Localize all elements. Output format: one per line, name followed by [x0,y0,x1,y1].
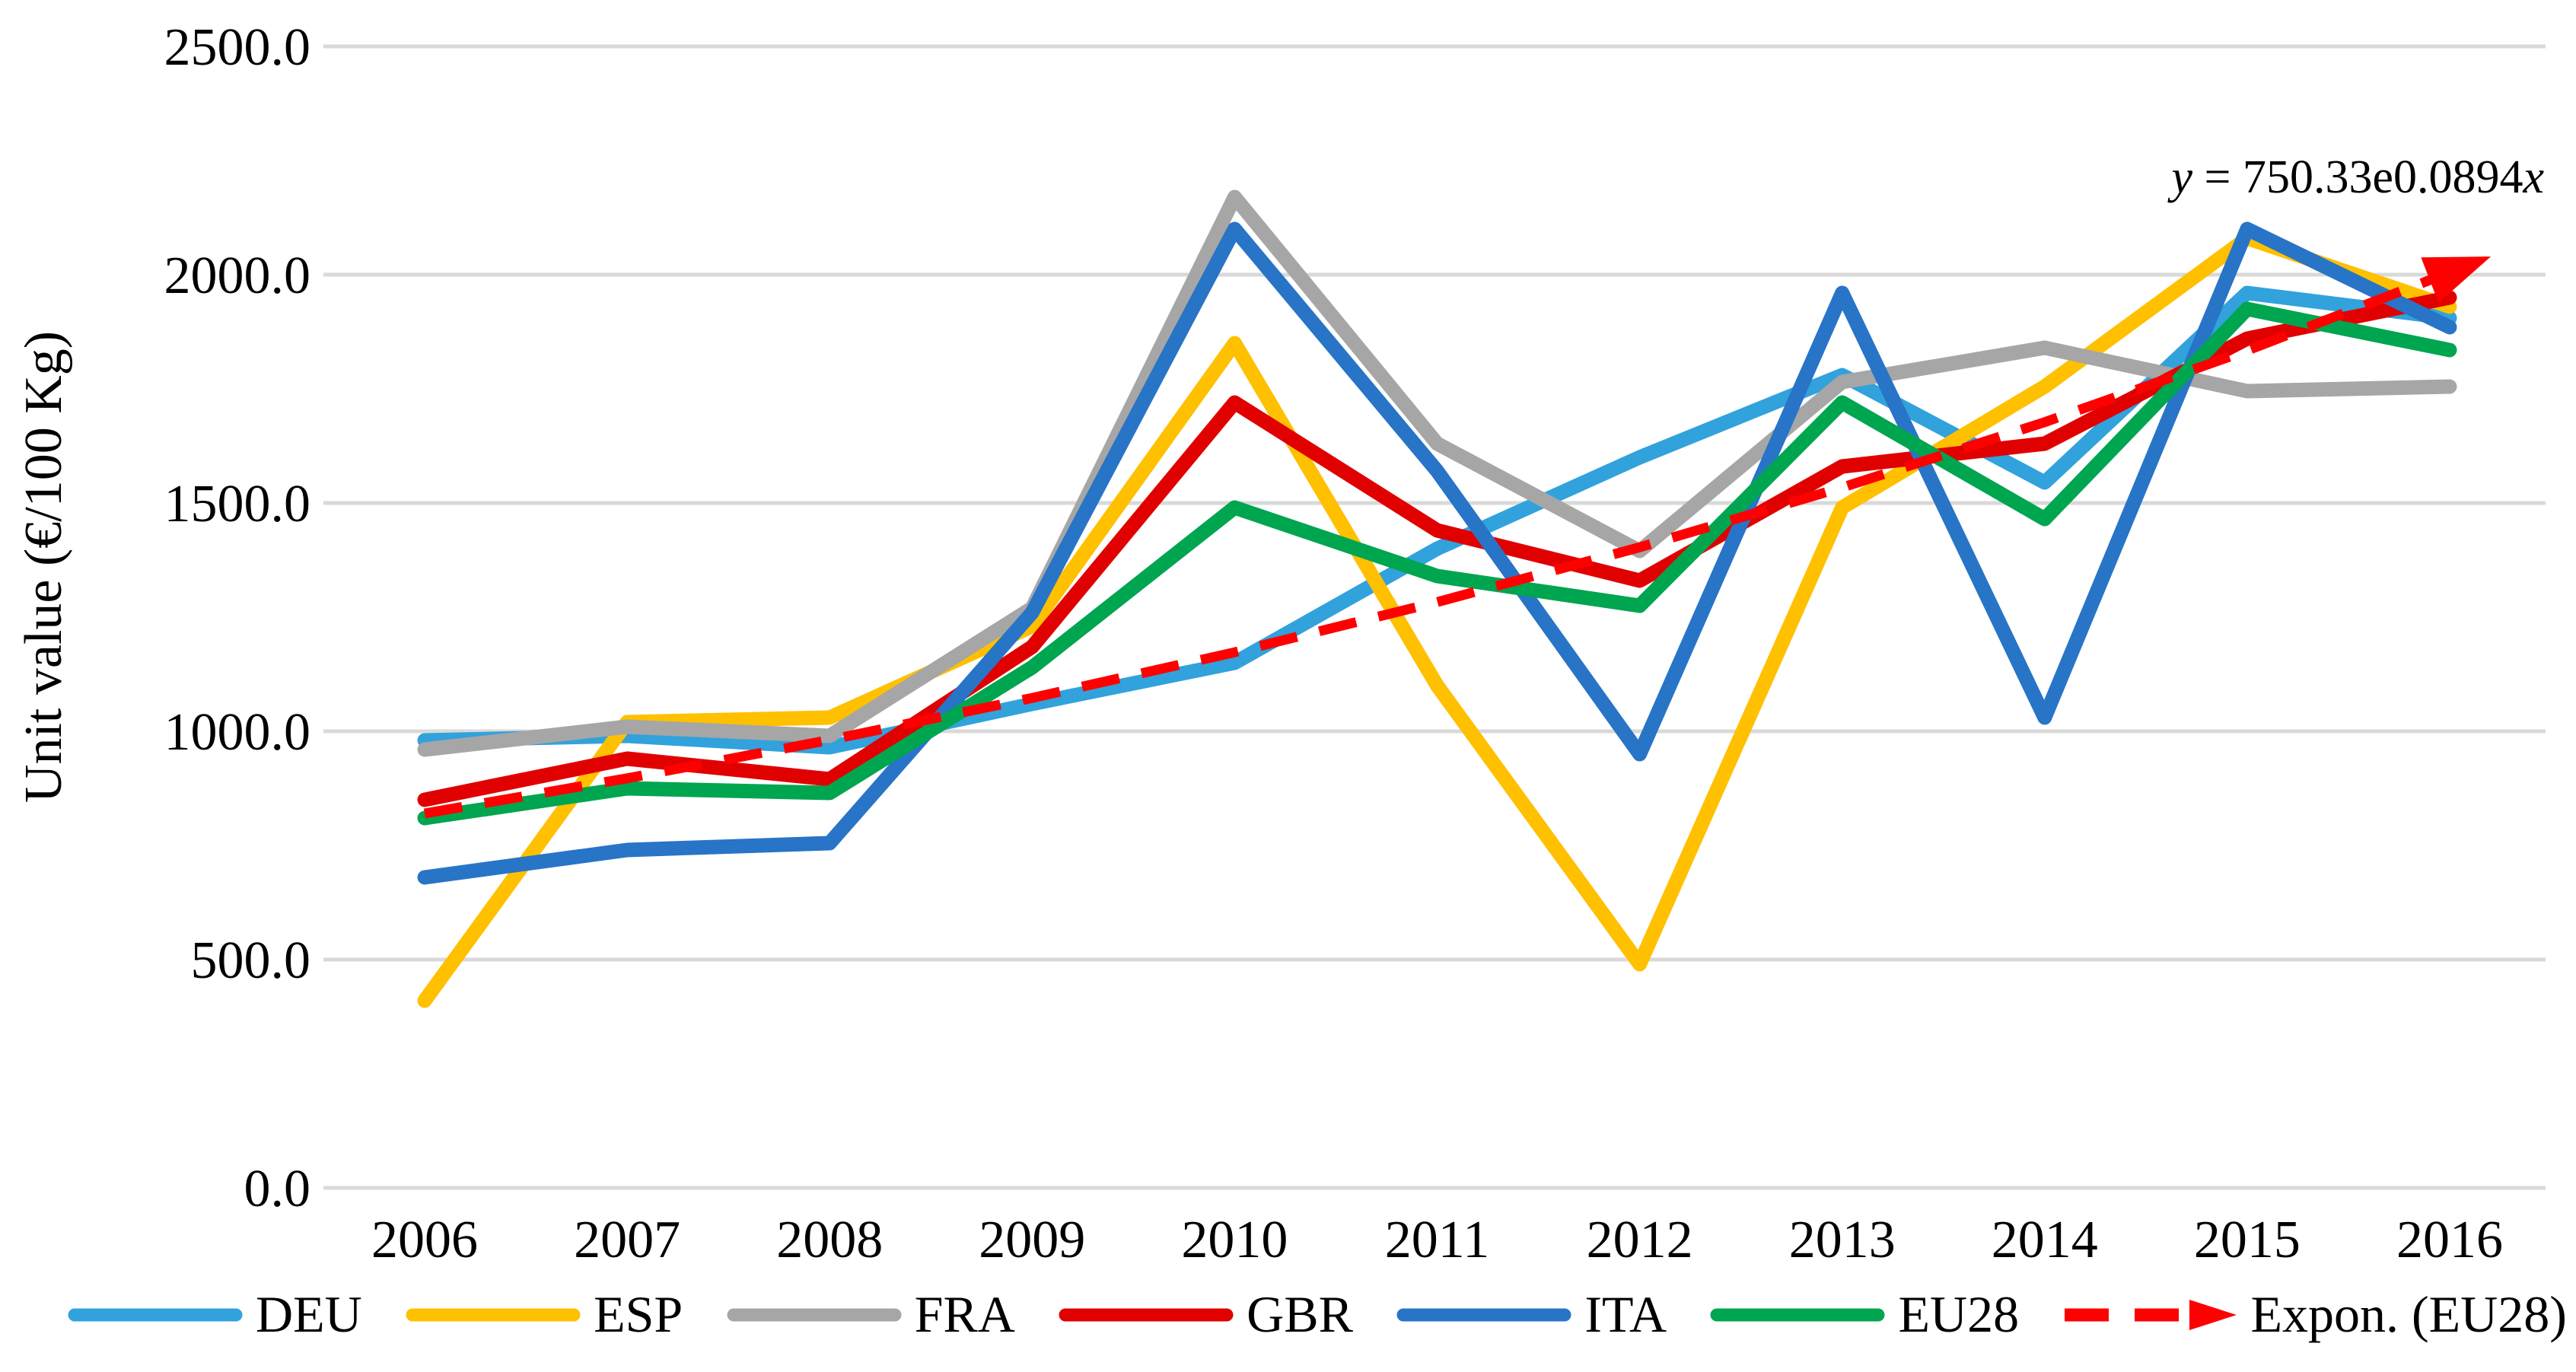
y-axis-title: Unit value (€/100 Kg) [14,330,73,804]
legend-label: FRA [914,1285,1015,1343]
series-line-gbr [417,290,2457,807]
legend-label: EU28 [1898,1285,2020,1343]
x-tick-label: 2008 [776,1211,883,1269]
legend-label: GBR [1247,1285,1353,1343]
legend-label: Expon. (EU28) [2250,1285,2567,1343]
trendline-arrowhead [2421,256,2492,303]
x-tick-label: 2014 [1992,1211,2098,1269]
trendline-dashed [423,267,2452,819]
legend-item-expon-eu28-: Expon. (EU28) [2062,1284,2567,1345]
legend-item-fra: FRA [726,1284,1015,1345]
y-tick-label: 500.0 [191,931,311,990]
x-tick-label: 2011 [1385,1211,1489,1269]
series-line-eu28 [417,301,2457,826]
legend-line-swatch [68,1308,243,1321]
legend-item-eu28: EU28 [1709,1284,2019,1345]
legend-item-gbr: GBR [1058,1284,1353,1345]
series-line-deu [417,285,2457,755]
legend-label: DEU [256,1285,362,1343]
equation-rhs: x [2523,151,2544,203]
x-tick-label: 2012 [1587,1211,1693,1269]
legend-item-deu: DEU [67,1284,362,1345]
x-tick-label: 2015 [2194,1211,2301,1269]
equation-mid: = 750.33e0.0894 [2192,151,2523,203]
trendline-equation: y = 750.33e0.0894x [2171,151,2544,205]
legend-item-ita: ITA [1396,1284,1667,1345]
legend-line-swatch [406,1308,581,1321]
y-tick-label: 0.0 [244,1160,311,1218]
y-tick-label: 2000.0 [164,247,311,305]
legend-label: ITA [1584,1285,1667,1343]
legend: DEU ESP FRA GBR ITA EU28 Expon. (EU28) [67,1284,2567,1345]
legend-line-swatch [1059,1308,1234,1321]
x-tick-label: 2013 [1789,1211,1896,1269]
x-tick-label: 2010 [1181,1211,1288,1269]
series-line-fra [417,189,2457,757]
equation-lhs: y [2171,151,2192,203]
x-tick-label: 2007 [574,1211,680,1269]
series-line-ita [417,221,2457,885]
legend-dashed-arrow-swatch [2065,1299,2237,1330]
y-tick-label: 1500.0 [164,475,311,533]
series-line-esp [417,231,2457,1008]
legend-line-swatch [1710,1308,1885,1321]
legend-item-esp: ESP [405,1284,683,1345]
y-tick-label: 2500.0 [164,18,311,77]
legend-label: ESP [594,1285,683,1343]
legend-line-swatch [1396,1308,1571,1321]
x-tick-label: 2006 [371,1211,478,1269]
y-tick-label: 1000.0 [164,703,311,762]
x-tick-label: 2009 [979,1211,1085,1269]
legend-line-swatch [727,1308,902,1321]
x-tick-label: 2016 [2396,1211,2503,1269]
